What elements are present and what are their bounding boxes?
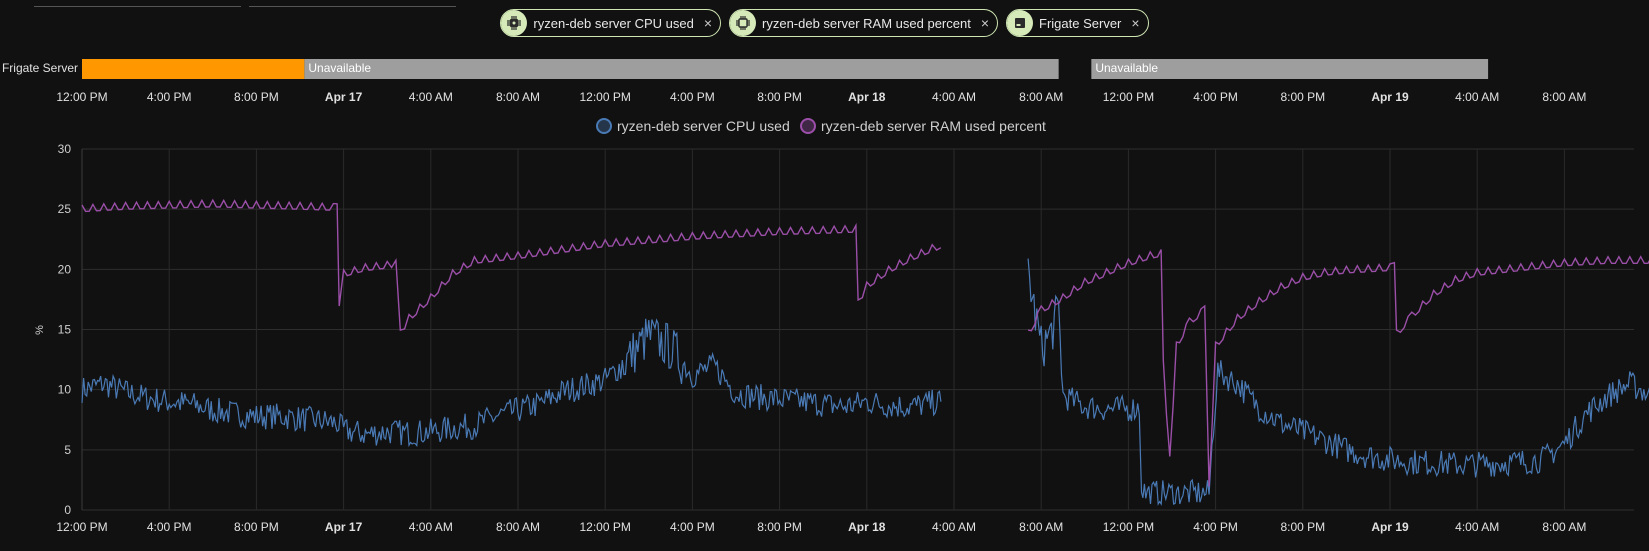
x-tick-label: Apr 18: [848, 520, 886, 534]
x-tick-label: 4:00 PM: [1193, 520, 1238, 534]
legend-label[interactable]: ryzen-deb server RAM used percent: [821, 118, 1046, 134]
timeline-x-tick-label: 4:00 AM: [1455, 90, 1499, 104]
y-tick-label: 10: [58, 383, 72, 397]
x-tick-label: 12:00 PM: [580, 520, 631, 534]
x-tick-label: 4:00 PM: [147, 520, 192, 534]
timeline-segment[interactable]: [304, 59, 1059, 79]
y-tick-label: 30: [58, 142, 72, 156]
y-tick-label: 25: [58, 202, 72, 216]
timeline-x-tick-label: 8:00 PM: [1280, 90, 1325, 104]
series-line: [81, 198, 942, 332]
y-axis-label: %: [34, 325, 46, 335]
timeline-segment[interactable]: [82, 59, 305, 79]
y-tick-label: 15: [58, 323, 72, 337]
timeline-x-tick-label: 8:00 AM: [496, 90, 540, 104]
timeline-state-label: Unavailable: [1095, 61, 1158, 75]
timeline-x-tick-label: Apr 19: [1371, 90, 1409, 104]
entity-picker-underline: [34, 6, 241, 7]
timeline-x-tick-label: Apr 18: [848, 90, 886, 104]
close-icon[interactable]: ×: [1131, 15, 1140, 31]
timeline-x-tick-label: Apr 17: [325, 90, 363, 104]
legend-marker[interactable]: [800, 118, 816, 134]
timeline-x-tick-label: 12:00 PM: [580, 90, 631, 104]
x-tick-label: 12:00 PM: [56, 520, 107, 534]
cpu-chip-icon: [501, 10, 528, 36]
x-tick-label: Apr 19: [1371, 520, 1409, 534]
legend-label[interactable]: ryzen-deb server CPU used: [617, 118, 790, 134]
chip-cpu-used[interactable]: ryzen-deb server CPU used ×: [500, 9, 722, 37]
timeline-chart: Frigate Server Unavailable Unavailable 12…: [2, 59, 1586, 104]
timeline-entity-label: Frigate Server: [2, 61, 78, 75]
timeline-x-tick-label: 4:00 PM: [147, 90, 192, 104]
timeline-segment[interactable]: [1091, 59, 1489, 79]
x-tick-label: 12:00 PM: [1103, 520, 1154, 534]
close-icon[interactable]: ×: [703, 15, 713, 31]
timeline-state-label: Unavailable: [308, 61, 371, 75]
timeline-x-tick-label: 12:00 PM: [1103, 90, 1154, 104]
timeline-x-tick-label: 4:00 AM: [932, 90, 976, 104]
x-tick-label: 4:00 PM: [670, 520, 715, 534]
timeline-x-tick-label: 4:00 PM: [670, 90, 715, 104]
x-tick-label: 8:00 AM: [1542, 520, 1586, 534]
x-tick-label: 8:00 PM: [757, 520, 802, 534]
chip-frigate-server[interactable]: Frigate Server ×: [1006, 9, 1149, 37]
close-icon[interactable]: ×: [980, 15, 990, 31]
y-tick-label: 5: [64, 443, 71, 457]
series-line: [1027, 249, 1649, 487]
legend-marker[interactable]: [596, 118, 612, 134]
timeline-x-tick-label: 8:00 PM: [757, 90, 802, 104]
timeline-x-tick-label: 4:00 PM: [1193, 90, 1238, 104]
selected-entities-chips: ryzen-deb server CPU used × ryzen-deb se…: [0, 9, 1649, 37]
date-picker-underline: [249, 6, 456, 7]
chip-ram-used-percent[interactable]: ryzen-deb server RAM used percent ×: [729, 9, 999, 37]
x-tick-label: Apr 17: [325, 520, 363, 534]
timeline-x-tick-label: 12:00 PM: [56, 90, 107, 104]
series-line: [1027, 258, 1649, 506]
memory-chip-icon: [730, 10, 757, 36]
timeline-x-tick-label: 4:00 AM: [409, 90, 453, 104]
chip-label: Frigate Server: [1039, 15, 1122, 31]
server-icon: [1007, 10, 1034, 36]
timeline-x-tick-label: 8:00 PM: [234, 90, 279, 104]
chip-label: ryzen-deb server RAM used percent: [762, 15, 971, 31]
timeline-x-tick-label: 8:00 AM: [1542, 90, 1586, 104]
x-tick-label: 4:00 AM: [409, 520, 453, 534]
x-tick-label: 8:00 PM: [234, 520, 279, 534]
y-tick-label: 0: [64, 503, 71, 517]
x-tick-label: 4:00 AM: [932, 520, 976, 534]
x-tick-label: 8:00 AM: [496, 520, 540, 534]
x-tick-label: 4:00 AM: [1455, 520, 1499, 534]
timeline-x-tick-label: 8:00 AM: [1019, 90, 1063, 104]
x-tick-label: 8:00 AM: [1019, 520, 1063, 534]
chip-label: ryzen-deb server CPU used: [533, 15, 694, 31]
series-line: [81, 318, 942, 448]
y-tick-label: 20: [58, 262, 72, 276]
x-tick-label: 8:00 PM: [1280, 520, 1325, 534]
